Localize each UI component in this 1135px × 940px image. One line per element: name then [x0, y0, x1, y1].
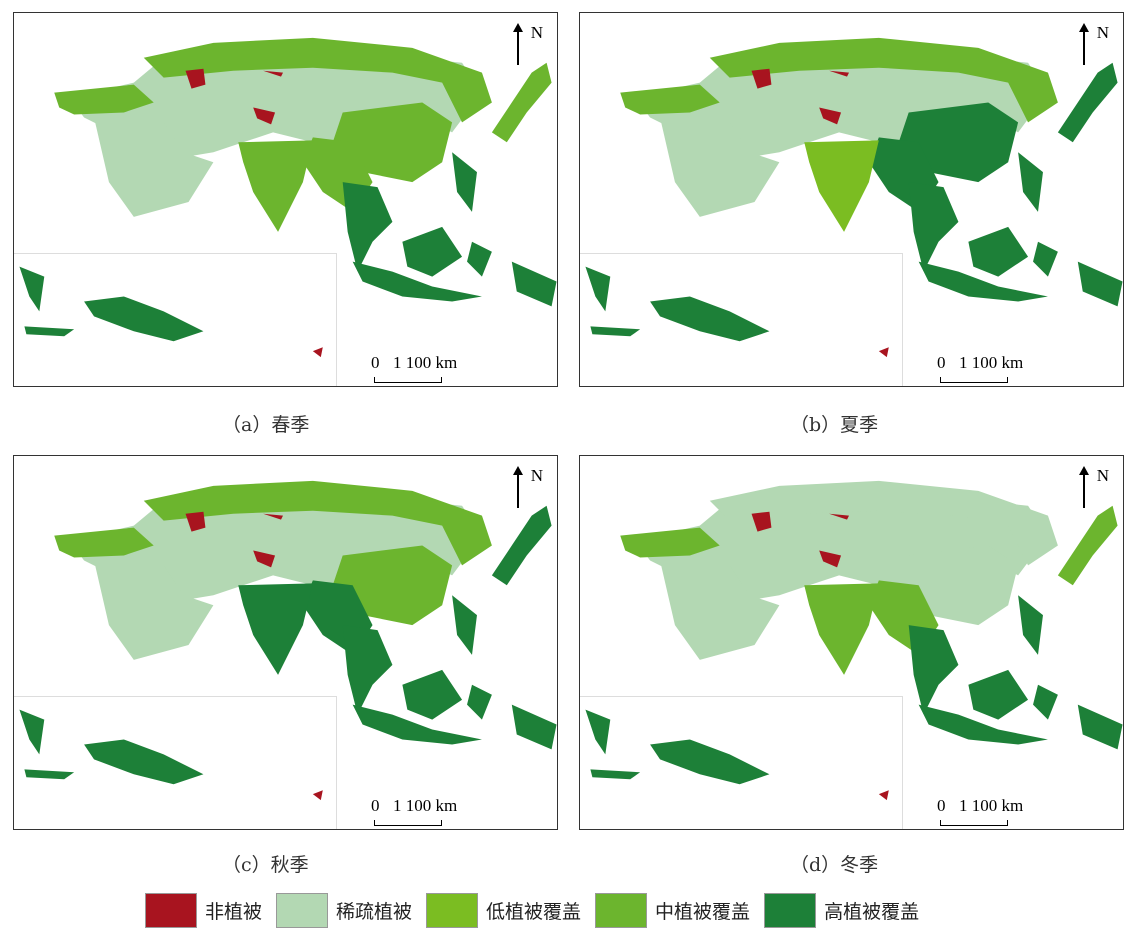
scale-value: 1 100 km: [393, 353, 458, 372]
legend-item-high: 高植被覆盖: [764, 893, 919, 928]
vegetation-map: [585, 480, 1123, 801]
legend-item-none: 非植被: [145, 893, 262, 928]
legend-label: 非植被: [205, 901, 263, 923]
region-japan: [1057, 505, 1118, 586]
region-inset: [19, 709, 204, 785]
region-seasia: [908, 625, 959, 715]
region-japan: [491, 505, 552, 586]
region-china: [898, 102, 1019, 183]
region-india: [804, 140, 879, 232]
region-inset: [585, 709, 770, 785]
region-islands: [352, 595, 557, 750]
region-inset: [19, 266, 204, 342]
legend-label: 中植被覆盖: [655, 901, 751, 923]
region-islands: [918, 595, 1123, 750]
north-arrow-icon: [1078, 23, 1089, 65]
scale-line: [940, 377, 1008, 383]
inset-map: [580, 253, 903, 386]
legend-swatch: [764, 893, 817, 928]
north-arrow: N: [512, 23, 543, 65]
scale-line: [374, 377, 442, 383]
region-north: [709, 480, 1058, 566]
inset-map: [14, 253, 337, 386]
region-seasia: [342, 182, 393, 272]
north-arrow: N: [1078, 23, 1109, 65]
map-panel-b: N 0 1 100 km: [579, 12, 1124, 387]
map-panel-c: N 0 1 100 km: [13, 455, 558, 830]
scale-value: 1 100 km: [393, 796, 458, 815]
region-islands: [918, 152, 1123, 307]
panel-caption: （c）秋季: [222, 854, 309, 876]
region-islands: [352, 152, 557, 307]
north-arrow-icon: [1078, 466, 1089, 508]
legend: 非植被 稀疏植被 低植被覆盖 中植被覆盖 高植被覆盖: [145, 893, 933, 928]
panel-caption: （a）春季: [222, 414, 310, 436]
legend-swatch: [145, 893, 197, 928]
north-label: N: [1096, 466, 1109, 485]
legend-item-mid: 中植被覆盖: [595, 893, 750, 928]
region-china: [898, 545, 1019, 626]
region-west: [620, 527, 720, 558]
scale-value: 1 100 km: [959, 796, 1024, 815]
inset-map: [14, 696, 337, 829]
region-arabia: [94, 117, 214, 217]
region-japan: [1057, 62, 1118, 143]
scale-line: [374, 820, 442, 826]
panel-caption: （b）夏季: [790, 414, 879, 436]
inset-map: [580, 696, 903, 829]
legend-label: 低植被覆盖: [486, 901, 582, 923]
legend-item-low: 低植被覆盖: [426, 893, 581, 928]
region-west: [54, 84, 154, 115]
scale-zero: 0: [371, 353, 380, 372]
region-japan: [491, 62, 552, 143]
scale-zero: 0: [371, 796, 380, 815]
north-arrow: N: [1078, 466, 1109, 508]
north-arrow-icon: [512, 23, 523, 65]
legend-swatch: [276, 893, 329, 928]
region-seasia: [908, 182, 959, 272]
region-inset: [585, 266, 770, 342]
region-india: [238, 583, 313, 675]
region-west: [620, 84, 720, 115]
north-arrow-icon: [512, 466, 523, 508]
region-seasia: [342, 625, 393, 715]
region-india: [804, 583, 879, 675]
region-india: [238, 140, 313, 232]
legend-label: 高植被覆盖: [824, 901, 920, 923]
region-arabia: [660, 560, 780, 660]
vegetation-map: [585, 37, 1123, 358]
legend-item-sparse: 稀疏植被: [276, 893, 412, 928]
scale-zero: 0: [937, 796, 946, 815]
vegetation-map: [19, 37, 557, 358]
region-north: [143, 480, 492, 566]
map-panel-a: N 0 1 100 km: [13, 12, 558, 387]
legend-label: 稀疏植被: [336, 901, 413, 923]
scale-zero: 0: [937, 353, 946, 372]
scale-line: [940, 820, 1008, 826]
scale-value: 1 100 km: [959, 353, 1024, 372]
vegetation-map: [19, 480, 557, 801]
north-label: N: [530, 466, 543, 485]
region-arabia: [660, 117, 780, 217]
region-west: [54, 527, 154, 558]
region-arabia: [94, 560, 214, 660]
map-panel-d: N 0 1 100 km: [579, 455, 1124, 830]
north-label: N: [1096, 23, 1109, 42]
region-north: [143, 37, 492, 123]
region-north: [709, 37, 1058, 123]
legend-swatch: [595, 893, 648, 928]
panel-caption: （d）冬季: [790, 854, 879, 876]
north-label: N: [530, 23, 543, 42]
legend-swatch: [426, 893, 479, 928]
north-arrow: N: [512, 466, 543, 508]
